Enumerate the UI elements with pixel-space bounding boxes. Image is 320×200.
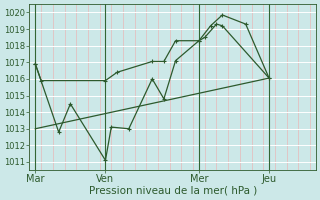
X-axis label: Pression niveau de la mer( hPa ): Pression niveau de la mer( hPa ) [89,186,257,196]
